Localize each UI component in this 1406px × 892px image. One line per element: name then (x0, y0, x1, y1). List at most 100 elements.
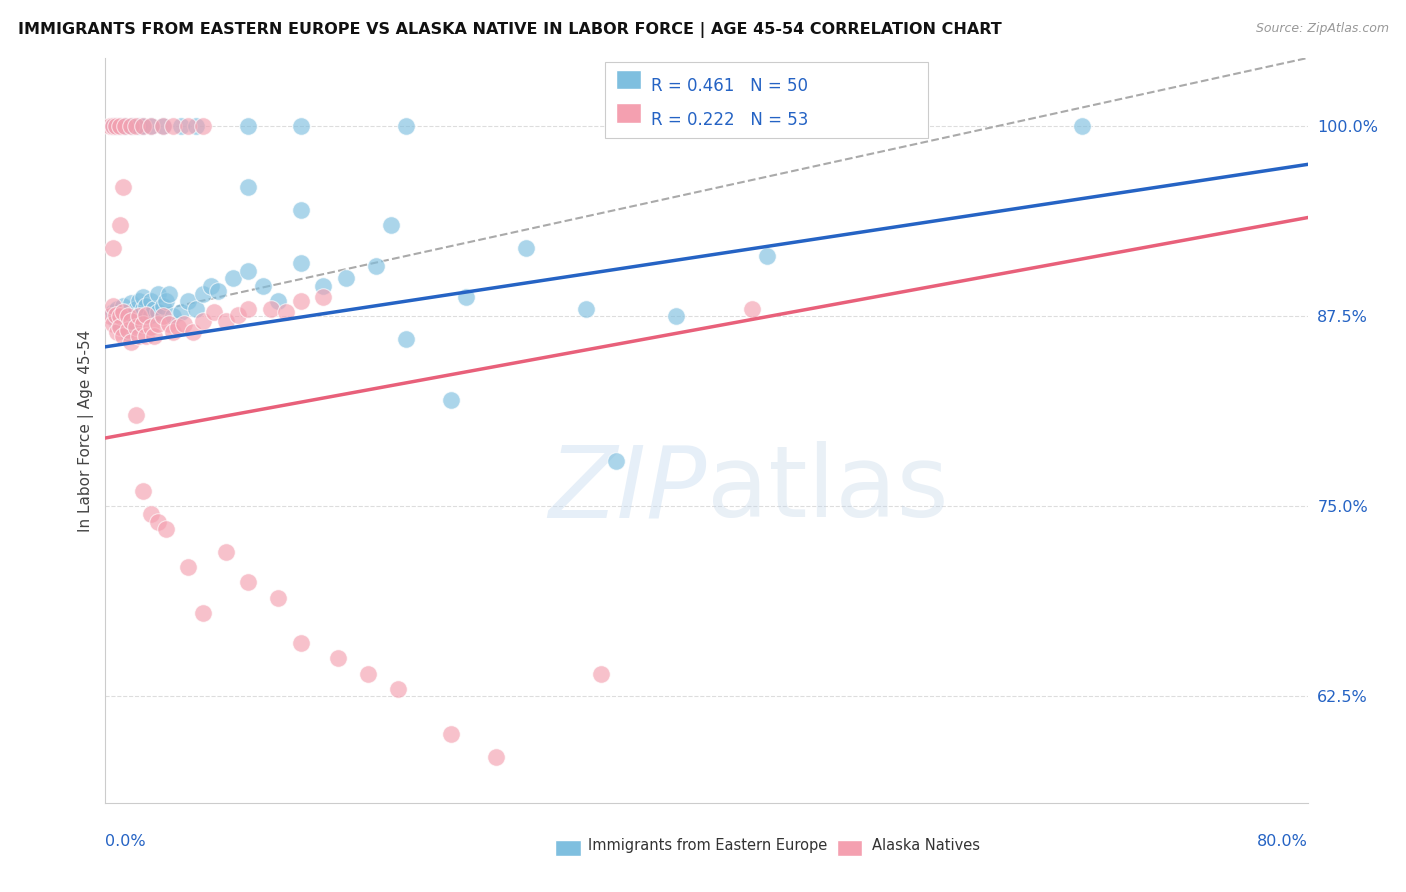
Point (515, 241, 537, 255)
Point (101, 120, 124, 134)
Point (101, 299, 124, 313)
Point (135, 299, 157, 313)
Point (202, 305, 225, 319)
Point (395, 332, 418, 346)
Point (146, 305, 169, 319)
Point (177, 560, 200, 574)
Point (124, 301, 146, 316)
Point (181, 325, 204, 339)
Point (207, 284, 229, 298)
Point (387, 681, 409, 696)
Point (335, 271, 357, 285)
Text: R = 0.461   N = 50: R = 0.461 N = 50 (651, 77, 808, 95)
Text: IMMIGRANTS FROM EASTERN EUROPE VS ALASKA NATIVE IN LABOR FORCE | AGE 45-54 CORRE: IMMIGRANTS FROM EASTERN EUROPE VS ALASKA… (18, 22, 1002, 38)
Point (485, 750, 508, 764)
Point (184, 301, 207, 316)
Point (166, 320, 188, 334)
Point (155, 294, 177, 309)
Point (177, 294, 200, 309)
Text: ZIP: ZIP (548, 442, 707, 539)
Point (107, 301, 129, 316)
Point (162, 325, 184, 339)
Point (755, 249, 778, 263)
Text: 0.0%: 0.0% (105, 834, 146, 849)
Point (128, 120, 150, 134)
Text: Source: ZipAtlas.com: Source: ZipAtlas.com (1256, 22, 1389, 36)
Point (162, 310, 184, 324)
Point (454, 290, 477, 304)
Point (741, 301, 763, 316)
Y-axis label: In Labor Force | Age 45-54: In Labor Force | Age 45-54 (79, 329, 94, 532)
Point (132, 120, 155, 134)
Point (120, 120, 142, 134)
Point (135, 308, 157, 322)
Point (104, 308, 127, 322)
Point (290, 294, 312, 309)
Point (238, 575, 260, 590)
Point (110, 310, 132, 324)
Point (152, 120, 174, 134)
Point (380, 218, 402, 232)
Point (591, 666, 613, 681)
Point (124, 408, 146, 422)
Point (142, 329, 165, 343)
Point (117, 310, 139, 324)
Point (222, 271, 245, 285)
Text: Immigrants from Eastern Europe: Immigrants from Eastern Europe (588, 838, 827, 853)
Point (112, 299, 135, 313)
Text: Alaska Natives: Alaska Natives (872, 838, 980, 853)
Point (200, 279, 222, 293)
Point (110, 317, 132, 331)
Point (139, 308, 162, 322)
Point (162, 120, 184, 134)
Point (128, 308, 150, 322)
Point (665, 120, 688, 134)
Point (290, 120, 312, 134)
Point (112, 305, 135, 319)
Point (395, 120, 418, 134)
Point (440, 392, 463, 407)
Point (139, 507, 162, 521)
Point (104, 314, 127, 328)
Text: atlas: atlas (707, 442, 948, 539)
Point (132, 290, 155, 304)
Point (117, 305, 139, 319)
Point (117, 325, 139, 339)
Point (132, 301, 155, 316)
Point (104, 120, 127, 134)
Point (1071, 120, 1094, 134)
Point (157, 286, 180, 301)
Point (132, 120, 155, 134)
Point (98, 120, 121, 134)
Point (575, 301, 598, 316)
Point (312, 279, 335, 293)
Point (152, 299, 174, 313)
Point (121, 317, 143, 331)
Point (238, 264, 260, 278)
Point (120, 295, 142, 310)
Point (142, 301, 165, 316)
Point (290, 202, 312, 217)
Point (173, 317, 195, 331)
Point (110, 310, 132, 324)
Point (155, 522, 177, 536)
Point (104, 120, 127, 134)
Point (128, 294, 150, 309)
Point (101, 120, 124, 134)
Point (267, 591, 290, 605)
Point (132, 484, 155, 499)
Point (184, 120, 207, 134)
Point (146, 286, 169, 301)
Point (290, 636, 312, 650)
Point (252, 279, 274, 293)
Point (238, 180, 260, 194)
Point (114, 120, 136, 134)
Text: R = 0.222   N = 53: R = 0.222 N = 53 (651, 111, 808, 128)
Point (146, 515, 169, 529)
Point (110, 120, 132, 134)
Point (152, 120, 174, 134)
Point (357, 666, 380, 681)
Point (112, 180, 135, 194)
Point (328, 651, 350, 665)
Point (114, 317, 136, 331)
